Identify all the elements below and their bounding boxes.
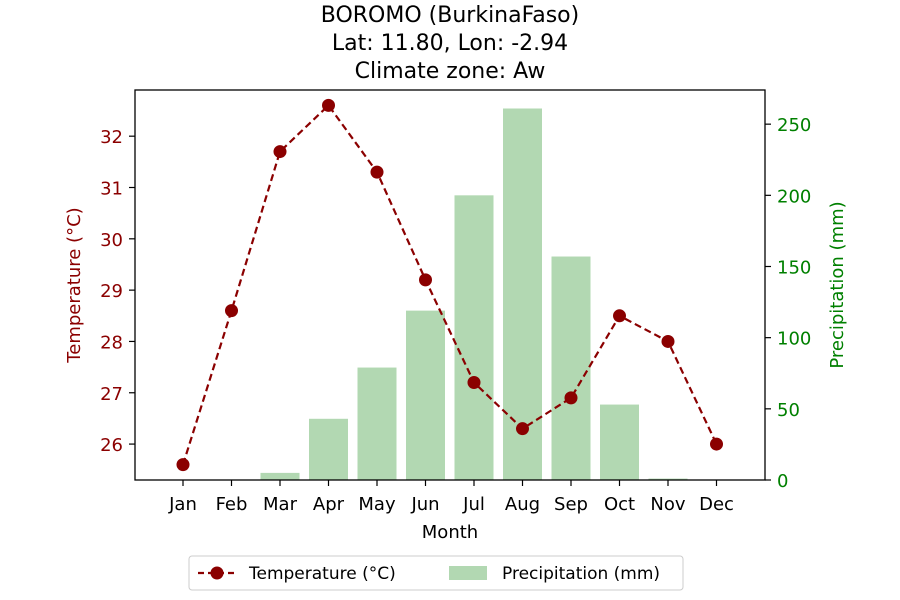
temperature-point-jan: [176, 458, 190, 472]
right-tick-label: 0: [777, 471, 788, 492]
x-tick-label: Jun: [410, 494, 439, 515]
precipitation-bar-may: [357, 367, 397, 480]
precipitation-bar-oct: [600, 404, 639, 480]
temperature-series-line: [181, 103, 718, 465]
right-tick-label: 250: [777, 115, 811, 136]
temperature-point-nov: [661, 334, 675, 348]
temperature-point-sep: [564, 391, 578, 405]
chart-title-line-3: Climate zone: Aw: [355, 59, 546, 84]
precipitation-bar-sep: [551, 256, 591, 480]
temperature-point-feb: [225, 304, 238, 318]
left-tick-label: 28: [100, 332, 123, 353]
x-tick-label: Apr: [313, 494, 345, 515]
right-axis-ticks: 0 50 100 150 200 250: [765, 115, 811, 492]
x-axis-label: Month: [422, 522, 478, 543]
left-tick-label: 31: [100, 179, 123, 200]
temperature-point-jul: [467, 376, 481, 389]
left-tick-label: 27: [100, 384, 123, 405]
x-axis-ticks: Jan Feb Mar Apr May Jun Jul Aug Sep Oct Nov Dec: [168, 480, 734, 515]
precipitation-bar-aug: [503, 108, 542, 480]
legend-precipitation-swatch-icon: [449, 566, 487, 580]
temperature-line: [176, 98, 723, 472]
legend-temperature-marker-icon: [210, 566, 224, 580]
x-tick-label: Feb: [216, 494, 248, 515]
temperature-point-dec: [710, 437, 723, 451]
x-tick-label: Jul: [462, 494, 485, 515]
left-tick-label: 30: [100, 230, 123, 251]
chart-title-line-1: BOROMO (BurkinaFaso): [321, 3, 579, 28]
left-tick-label: 26: [100, 435, 123, 456]
right-tick-label: 150: [777, 257, 811, 278]
precipitation-bar-jul: [454, 195, 494, 480]
precipitation-bar-apr: [309, 418, 348, 480]
left-tick-label: 29: [100, 281, 123, 302]
x-tick-label: May: [358, 494, 396, 515]
x-tick-label: Jan: [168, 494, 197, 515]
x-tick-label: Sep: [554, 494, 588, 515]
precipitation-bar-mar: [260, 472, 300, 480]
right-axis-label: Precipitation (mm): [827, 201, 848, 368]
x-tick-label: Oct: [604, 494, 635, 515]
plot-frame: [134, 89, 766, 481]
x-tick-label: Dec: [699, 494, 734, 515]
temperature-point-apr: [322, 98, 335, 112]
chart-title-line-2: Lat: 11.80, Lon: -2.94: [332, 31, 568, 56]
left-axis-ticks: 26 27 28 29 30 31 32: [100, 127, 135, 456]
right-tick-label: 100: [777, 329, 811, 350]
precipitation-bars: [260, 108, 688, 480]
x-tick-label: Aug: [505, 494, 540, 515]
precipitation-bar-jun: [406, 310, 445, 480]
legend-precipitation-label: Precipitation (mm): [502, 564, 660, 584]
temperature-point-aug: [516, 422, 529, 436]
temperature-point-jun: [419, 273, 432, 287]
right-tick-label: 200: [777, 186, 811, 207]
x-tick-label: Nov: [650, 494, 685, 515]
right-tick-label: 50: [777, 400, 800, 421]
left-axis-label: Temperature (°C): [64, 207, 85, 363]
temperature-point-mar: [273, 145, 287, 159]
precipitation-bar-nov: [648, 478, 688, 480]
legend-temperature-label: Temperature (°C): [248, 564, 396, 584]
legend: Temperature (°C) Precipitation (mm): [188, 555, 684, 591]
legend-box: [188, 555, 684, 591]
temperature-point-may: [370, 165, 384, 179]
temperature-point-oct: [613, 309, 626, 323]
left-tick-label: 32: [100, 127, 123, 148]
x-tick-label: Mar: [263, 494, 298, 515]
